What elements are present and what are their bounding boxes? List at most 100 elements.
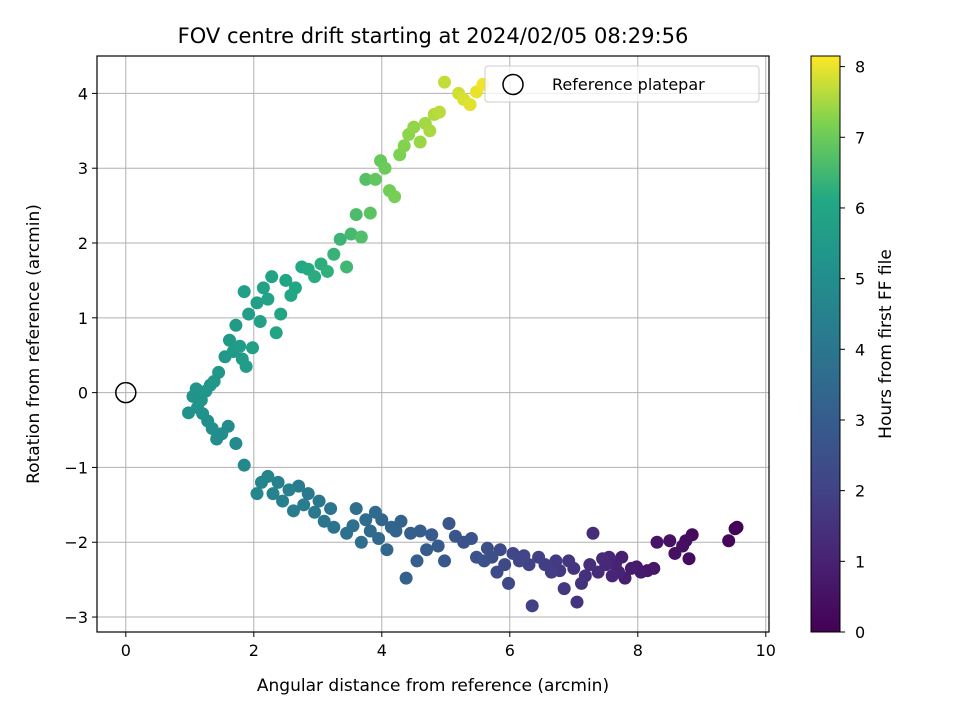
data-point bbox=[279, 273, 293, 287]
y-tick-label: 3 bbox=[78, 159, 88, 178]
data-point bbox=[286, 504, 300, 518]
x-tick-label: 8 bbox=[633, 641, 643, 660]
colorbar-tick-label: 5 bbox=[855, 270, 865, 289]
data-point bbox=[368, 505, 382, 519]
legend: Reference platepar bbox=[484, 65, 760, 103]
data-point bbox=[574, 576, 588, 590]
data-point bbox=[308, 505, 322, 519]
x-axis: 0 2 4 6 8 10 bbox=[121, 632, 776, 660]
x-tick-label: 10 bbox=[756, 641, 776, 660]
data-point bbox=[265, 270, 279, 284]
colorbar-tick-label: 3 bbox=[855, 411, 865, 430]
data-point bbox=[312, 494, 326, 508]
data-point bbox=[250, 296, 264, 310]
data-point bbox=[254, 475, 268, 489]
data-point bbox=[288, 281, 302, 295]
data-point bbox=[480, 541, 494, 555]
data-point bbox=[340, 260, 354, 274]
data-point bbox=[359, 513, 373, 527]
data-point bbox=[368, 172, 382, 186]
data-point bbox=[562, 554, 576, 568]
colorbar-label: Hours from first FF file bbox=[876, 249, 896, 439]
data-point bbox=[463, 98, 477, 112]
y-tick-label: −1 bbox=[64, 458, 88, 477]
data-point bbox=[432, 105, 446, 119]
data-point bbox=[308, 270, 322, 284]
colorbar-tick-label: 2 bbox=[855, 482, 865, 501]
data-point bbox=[269, 326, 283, 340]
colorbar-tick-label: 8 bbox=[855, 58, 865, 77]
data-point bbox=[722, 534, 736, 548]
data-point bbox=[349, 208, 363, 222]
data-point bbox=[327, 520, 341, 534]
data-point bbox=[266, 487, 280, 501]
colorbar-gradient bbox=[810, 55, 841, 633]
colorbar-tick-label: 4 bbox=[855, 340, 865, 359]
data-point bbox=[570, 595, 584, 609]
data-point bbox=[502, 576, 516, 590]
data-point bbox=[493, 543, 507, 557]
data-point bbox=[397, 139, 411, 153]
data-point bbox=[650, 535, 664, 549]
data-point bbox=[354, 230, 368, 244]
data-point bbox=[250, 487, 264, 501]
data-point bbox=[344, 227, 358, 241]
data-point bbox=[470, 550, 484, 564]
data-point bbox=[506, 546, 520, 560]
data-point bbox=[276, 494, 290, 508]
data-point bbox=[271, 475, 285, 489]
data-point bbox=[229, 318, 243, 332]
data-point bbox=[237, 285, 251, 299]
y-tick-label: 1 bbox=[78, 309, 88, 328]
y-tick-label: 2 bbox=[78, 234, 88, 253]
data-point bbox=[490, 565, 504, 579]
data-point bbox=[233, 339, 247, 353]
data-point bbox=[297, 498, 311, 512]
y-tick-label: 4 bbox=[78, 84, 88, 103]
y-tick-label: 0 bbox=[78, 384, 88, 403]
data-point bbox=[431, 539, 445, 553]
data-point bbox=[448, 529, 462, 543]
data-point bbox=[354, 535, 368, 549]
data-point bbox=[663, 534, 677, 548]
data-point bbox=[668, 546, 682, 560]
data-point bbox=[420, 543, 434, 557]
data-point bbox=[728, 522, 742, 536]
data-point bbox=[605, 569, 619, 583]
data-point bbox=[327, 247, 341, 261]
data-point bbox=[525, 599, 539, 613]
x-tick-label: 0 bbox=[121, 641, 131, 660]
data-point bbox=[340, 526, 354, 540]
data-point bbox=[388, 190, 402, 204]
data-point bbox=[274, 307, 288, 321]
data-point bbox=[333, 232, 347, 246]
colorbar: 0 1 2 3 4 5 6 7 8 Hours from first FF file bbox=[810, 55, 896, 642]
data-point bbox=[378, 161, 392, 175]
x-tick-label: 6 bbox=[505, 641, 515, 660]
data-point bbox=[372, 531, 386, 545]
data-point bbox=[363, 206, 377, 220]
data-point bbox=[591, 565, 605, 579]
data-point bbox=[399, 571, 413, 585]
data-point bbox=[407, 120, 421, 134]
data-point bbox=[212, 365, 226, 379]
data-point bbox=[222, 333, 236, 347]
data-point bbox=[410, 554, 424, 568]
data-point bbox=[423, 124, 437, 138]
plot-frame bbox=[96, 55, 770, 633]
data-point bbox=[229, 436, 243, 450]
chart-title: FOV centre drift starting at 2024/02/05 … bbox=[178, 24, 689, 48]
data-point bbox=[261, 292, 275, 306]
data-point bbox=[438, 554, 452, 568]
data-point bbox=[320, 264, 334, 278]
data-point bbox=[317, 514, 331, 528]
legend-marker bbox=[502, 73, 524, 96]
data-point bbox=[624, 561, 638, 575]
data-point bbox=[442, 517, 456, 531]
data-point bbox=[596, 552, 610, 566]
reference-marker bbox=[115, 381, 137, 404]
data-point bbox=[380, 543, 394, 557]
y-tick-label: −2 bbox=[64, 533, 88, 552]
x-axis-label: Angular distance from reference (arcmin) bbox=[257, 676, 609, 696]
data-point bbox=[324, 502, 338, 516]
